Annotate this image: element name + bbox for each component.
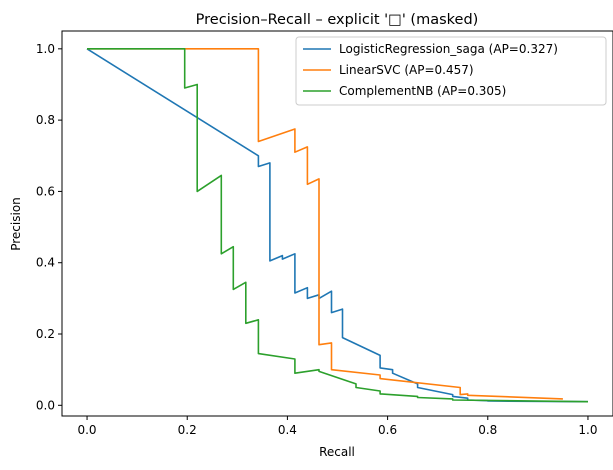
x-tick-label: 1.0: [578, 423, 597, 437]
y-axis-label: Precision: [9, 197, 23, 251]
legend-label-2: LinearSVC (AP=0.457): [339, 63, 474, 77]
x-tick-label: 0.2: [178, 423, 197, 437]
legend-items: LogisticRegression_saga (AP=0.327) Linear…: [303, 42, 558, 98]
series-layer: [86, 47, 589, 403]
x-axis-ticks: 0.0 0.2 0.4 0.6 0.8 1.0: [77, 416, 598, 437]
legend-label-3: ComplementNB (AP=0.305): [339, 84, 506, 98]
series-line-3: [87, 47, 589, 403]
plot-frame: [61, 30, 613, 417]
x-tick-label: 0.0: [77, 423, 96, 437]
y-tick-label: 0.6: [36, 184, 55, 198]
y-axis-ticks: 0.0 0.2 0.4 0.6 0.8 1.0: [36, 42, 62, 412]
x-tick-label: 0.8: [478, 423, 497, 437]
x-axis-label: Recall: [319, 445, 355, 459]
legend: LogisticRegression_saga (AP=0.327) Linear…: [295, 36, 607, 106]
y-tick-label: 0.0: [36, 398, 55, 412]
y-tick-label: 0.2: [36, 327, 55, 341]
chart-title: Precision–Recall – explicit '□' (masked): [196, 12, 479, 28]
legend-label-1: LogisticRegression_saga (AP=0.327): [339, 42, 558, 56]
series-line-1: [86, 48, 589, 403]
x-tick-label: 0.6: [378, 423, 397, 437]
y-tick-label: 1.0: [36, 42, 55, 56]
x-tick-label: 0.4: [278, 423, 297, 437]
y-tick-label: 0.4: [36, 256, 55, 270]
y-tick-label: 0.8: [36, 113, 55, 127]
legend-box: [295, 36, 607, 106]
series-line-2: [87, 47, 563, 400]
